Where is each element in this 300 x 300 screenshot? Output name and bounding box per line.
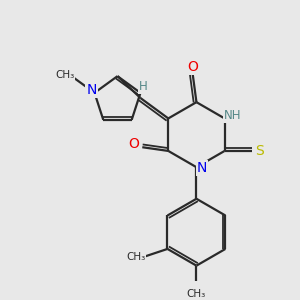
Text: O: O (128, 137, 140, 152)
Text: CH₃: CH₃ (55, 70, 74, 80)
Text: CH₃: CH₃ (187, 290, 206, 299)
Text: S: S (256, 144, 264, 158)
Text: N: N (197, 161, 207, 175)
Text: CH₃: CH₃ (126, 252, 146, 262)
Text: N: N (86, 83, 97, 97)
Text: H: H (139, 80, 148, 93)
Text: NH: NH (224, 109, 242, 122)
Text: O: O (187, 60, 198, 74)
